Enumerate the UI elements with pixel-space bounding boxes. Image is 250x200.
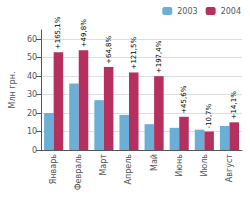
svg-text:2004: 2004 [221,7,241,16]
svg-text:Февраль: Февраль [74,154,83,191]
svg-text:+165,1%: +165,1% [54,16,62,49]
svg-text:Январь: Январь [49,154,58,184]
svg-text:Март: Март [99,154,108,176]
svg-text:20: 20 [27,109,37,118]
svg-text:40: 40 [27,72,37,81]
svg-text:Май: Май [150,154,159,171]
svg-text:Август: Август [225,154,234,183]
svg-text:Июль: Июль [200,154,209,177]
svg-text:+49,8%: +49,8% [80,19,88,47]
svg-text:0: 0 [32,146,37,155]
svg-text:Июнь: Июнь [175,154,184,177]
svg-text:Млн грн.: Млн грн. [8,72,17,109]
svg-text:30: 30 [27,90,37,99]
svg-text:+64,8%: +64,8% [105,35,113,63]
svg-text:-10,7%: -10,7% [205,103,213,128]
svg-text:+197,4%: +197,4% [155,40,163,73]
svg-text:+45,6%: +45,6% [180,85,188,113]
svg-text:+14,1%: +14,1% [230,91,238,119]
svg-text:50: 50 [27,53,37,62]
svg-text:10: 10 [27,127,37,136]
svg-text:+121,5%: +121,5% [130,37,138,70]
svg-text:Апрель: Апрель [124,154,133,185]
svg-text:2003: 2003 [177,7,197,16]
svg-text:60: 60 [27,35,37,44]
